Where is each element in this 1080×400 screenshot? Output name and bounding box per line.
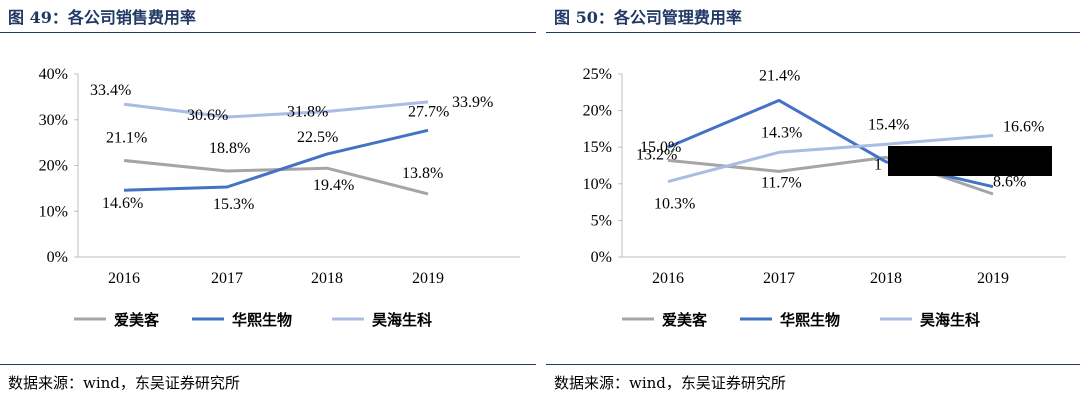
line-chart-admin-expense: 0% 5% 10% 15% 20% 25% 2016 2017 2018 2019 13.2% 11.… bbox=[583, 66, 1066, 329]
data-label: 31.8% bbox=[287, 104, 328, 121]
data-label: 21.4% bbox=[759, 67, 800, 84]
data-label: 21.1% bbox=[106, 129, 147, 146]
source-rule bbox=[0, 364, 536, 365]
series-line-3 bbox=[123, 100, 429, 119]
y-tick-label: 30% bbox=[39, 112, 68, 129]
source-rule bbox=[546, 364, 1080, 365]
data-label: 15.4% bbox=[868, 116, 909, 133]
data-label: 15.3% bbox=[213, 196, 254, 213]
title-rule bbox=[0, 32, 536, 33]
series-line-2 bbox=[123, 128, 429, 192]
series-line-3 bbox=[667, 134, 994, 184]
chart-title: 图 49：各公司销售费用率 bbox=[8, 8, 196, 27]
data-label: 16.6% bbox=[1003, 118, 1044, 135]
chart-panel-right: 图 50：各公司管理费用率 0% 5% 10% 15% 20% 25% 2016 2017 20… bbox=[546, 0, 1080, 400]
x-tick-label: 2016 bbox=[652, 270, 684, 287]
data-label: 19.4% bbox=[313, 177, 354, 194]
x-tick-label: 2016 bbox=[108, 270, 140, 287]
legend-label: 爱美客 bbox=[662, 311, 708, 329]
x-tick-label: 2017 bbox=[211, 270, 243, 287]
y-tick-label: 10% bbox=[583, 176, 612, 193]
data-label: 22.5% bbox=[297, 129, 338, 146]
data-label: 8.6% bbox=[993, 174, 1026, 191]
legend-label: 华熙生物 bbox=[780, 311, 840, 329]
data-label: 14.6% bbox=[102, 195, 143, 212]
y-tick-label: 10% bbox=[39, 203, 68, 220]
legend-label: 昊海生科 bbox=[920, 311, 980, 329]
y-tick-label: 25% bbox=[583, 66, 612, 83]
legend-label: 昊海生科 bbox=[372, 311, 432, 329]
line-chart-selling-expense: 0% 10% 20% 30% 40% 2016 2017 2018 2019 21.1% 18.8%… bbox=[39, 66, 520, 329]
x-tick-label: 2018 bbox=[311, 270, 343, 287]
data-label: 33.9% bbox=[452, 94, 493, 111]
y-tick-label: 5% bbox=[591, 212, 612, 229]
data-label: 13.2% bbox=[636, 146, 677, 163]
x-tick-label: 2018 bbox=[870, 270, 902, 287]
data-label: 30.6% bbox=[187, 107, 228, 124]
data-label: 15.0% bbox=[640, 139, 681, 156]
y-tick-label: 0% bbox=[591, 249, 612, 266]
y-tick-label: 15% bbox=[583, 139, 612, 156]
x-tick-label: 2019 bbox=[977, 270, 1009, 287]
data-label: 11.7% bbox=[761, 174, 802, 191]
legend-label: 爱美客 bbox=[114, 311, 160, 329]
title-rule bbox=[546, 32, 1080, 33]
chart-title: 图 50：各公司管理费用率 bbox=[554, 8, 742, 27]
y-tick-label: 0% bbox=[47, 249, 68, 266]
chart-panel-left: 图 49：各公司销售费用率 0% 10% 20% 30% 40% 2016 2017 2018… bbox=[0, 0, 536, 400]
data-label: 18.8% bbox=[209, 140, 250, 157]
redaction-box bbox=[888, 146, 1052, 176]
y-tick-label: 20% bbox=[583, 103, 612, 120]
source-note: 数据来源：wind，东吴证券研究所 bbox=[554, 374, 786, 392]
y-tick-label: 20% bbox=[39, 158, 68, 175]
data-label: 13.8% bbox=[402, 165, 443, 182]
x-tick-label: 2017 bbox=[763, 270, 795, 287]
source-note: 数据来源：wind，东吴证券研究所 bbox=[8, 374, 240, 392]
data-label: 1 bbox=[874, 156, 882, 173]
data-label: 33.4% bbox=[90, 82, 131, 99]
x-tick-label: 2019 bbox=[412, 270, 444, 287]
data-label: 14.3% bbox=[761, 124, 802, 141]
legend-label: 华熙生物 bbox=[232, 311, 292, 329]
data-label: 27.7% bbox=[408, 103, 449, 120]
y-tick-label: 40% bbox=[39, 66, 68, 83]
data-label: 10.3% bbox=[654, 196, 695, 213]
